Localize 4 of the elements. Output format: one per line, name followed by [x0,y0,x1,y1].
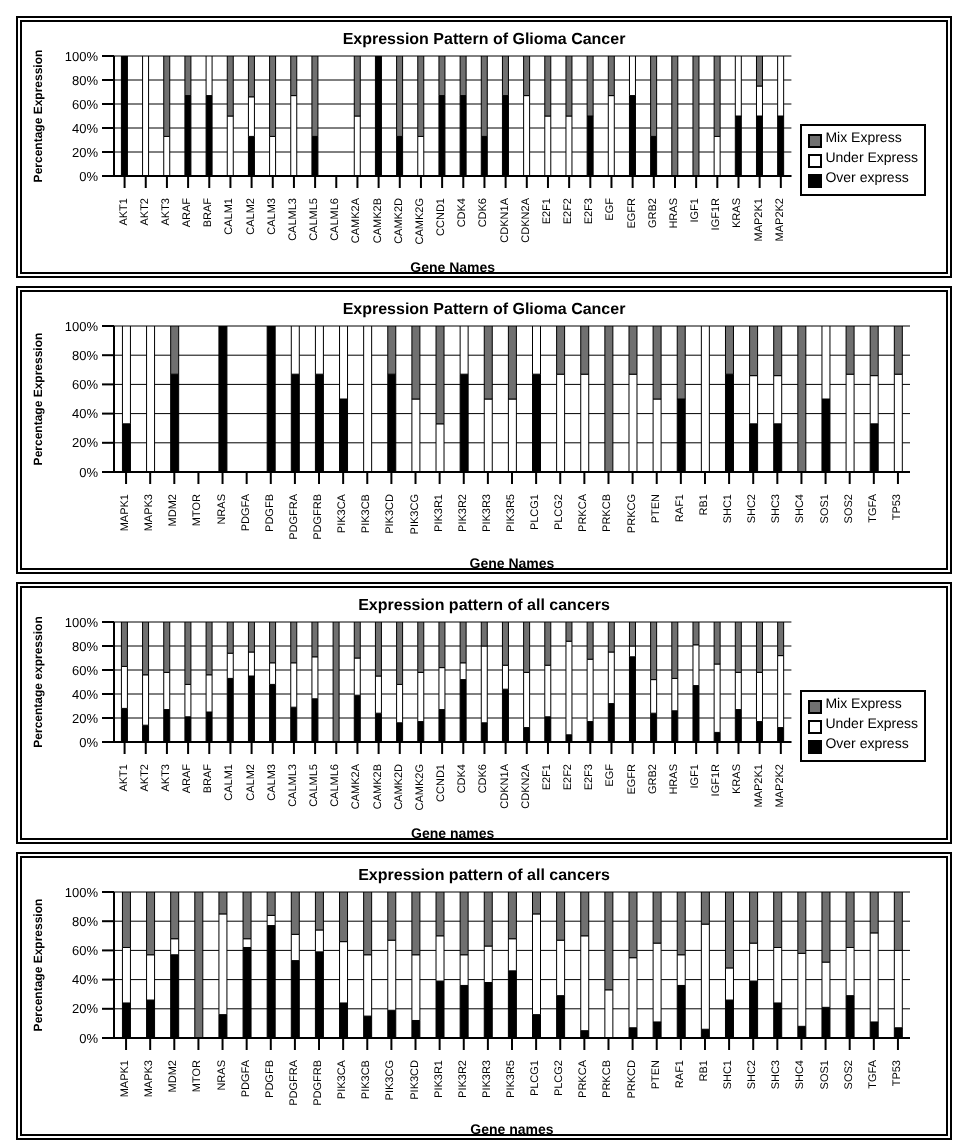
chart-title: Expression pattern of all cancers [356,864,612,884]
chart-title: Expression Pattern of Glioma Cancer [340,28,628,48]
chart-title: Expression pattern of all cancers [356,594,612,614]
chart-title: Expression Pattern of Glioma Cancer [340,298,628,318]
